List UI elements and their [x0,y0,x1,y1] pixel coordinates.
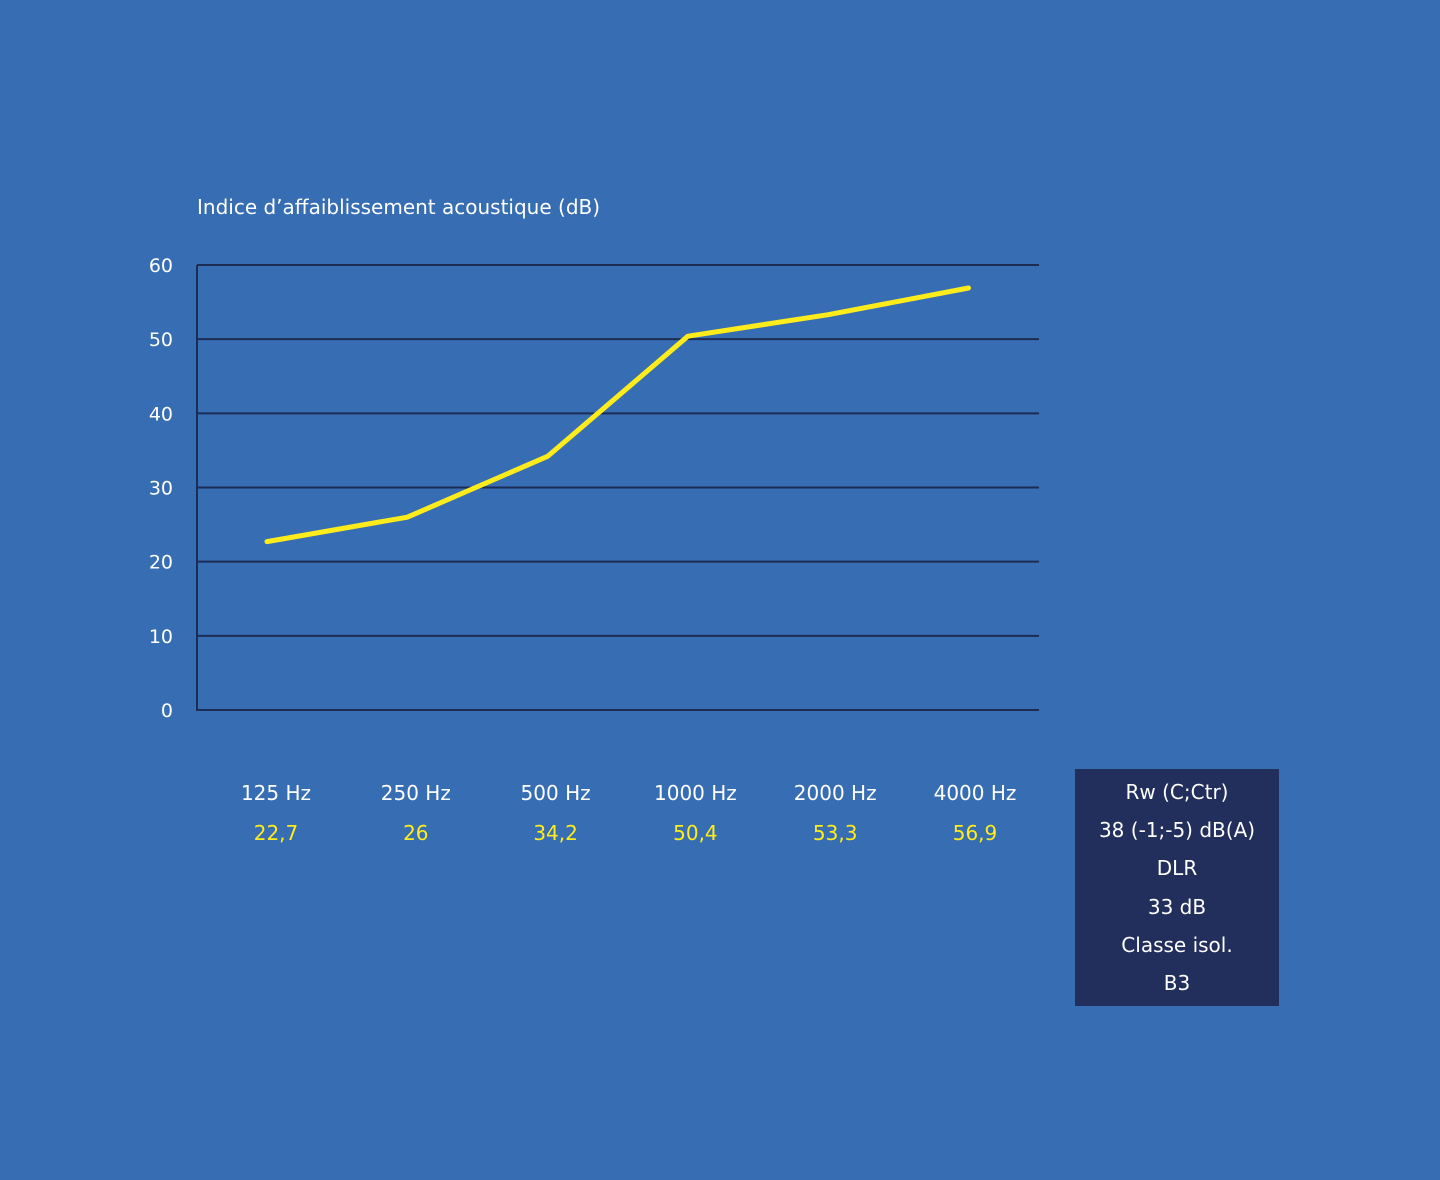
performance-info-box: Rw (C;Ctr) 38 (-1;-5) dB(A) DLR 33 dB Cl… [1075,769,1279,1006]
x-category-label: 2000 Hz [794,781,877,805]
y-tick-labels: 0 10 20 30 40 50 60 [149,255,173,722]
data-value-label: 26 [403,821,428,845]
data-value-label: 56,9 [953,821,998,845]
series-line [264,285,971,545]
class-label: Classe isol. [1121,932,1233,957]
data-value-label: 53,3 [813,821,858,845]
dlr-label-suffix: R [1183,856,1198,881]
class-value: B3 [1163,970,1191,995]
y-tick-label: 10 [149,626,173,648]
y-tick-label: 40 [149,403,173,425]
x-category-label: 125 Hz [241,781,311,805]
rw-label: Rw (C;Ctr) [1125,780,1229,804]
y-tick-label: 20 [149,552,173,574]
x-category-label: 500 Hz [521,781,591,805]
grid-lines [197,264,1039,711]
y-axis-title: Indice d’affaiblissement acoustique (dB) [197,195,600,219]
dlr-label-prefix: DL [1156,856,1184,881]
dlr-value: 33 dB [1147,894,1207,919]
data-value-labels: 22,7 26 34,2 50,4 53,3 56,9 [254,821,998,845]
x-category-labels: 125 Hz 250 Hz 500 Hz 1000 Hz 2000 Hz 4000 Hz [241,781,1016,805]
data-value-label: 34,2 [533,821,578,845]
y-tick-label: 50 [149,329,173,351]
x-category-label: 250 Hz [381,781,451,805]
x-category-label: 1000 Hz [654,781,737,805]
rw-value: 38 (-1;-5) dB(A) [1098,818,1256,843]
y-tick-label: 0 [161,700,173,722]
y-tick-label: 60 [149,255,173,277]
dlr-label: DLR [1157,853,1197,891]
data-value-label: 50,4 [673,821,718,845]
y-tick-label: 30 [149,478,173,500]
x-category-label: 4000 Hz [934,781,1017,805]
data-value-label: 22,7 [254,821,299,845]
